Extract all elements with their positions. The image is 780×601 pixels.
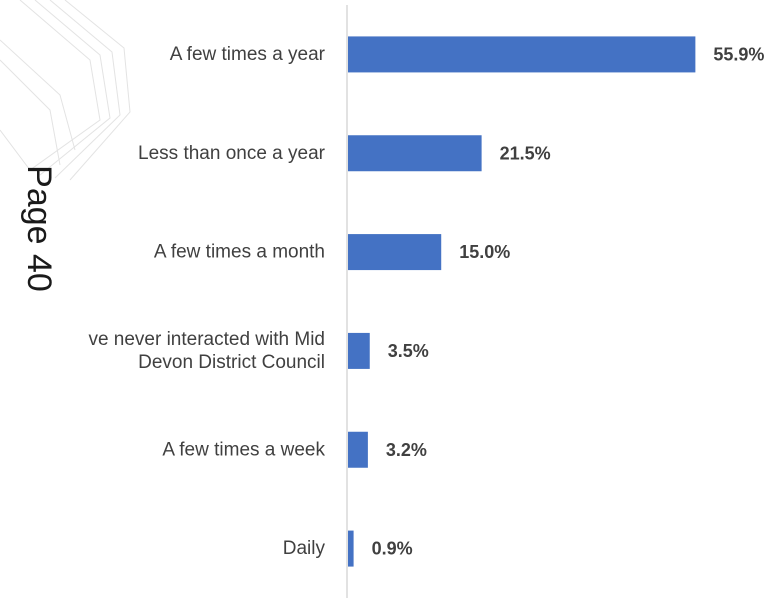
category-label: ve never interacted with Mid [88, 329, 325, 350]
category-label: Daily [283, 538, 326, 559]
value-label: 21.5% [500, 143, 551, 163]
bar [348, 36, 696, 73]
value-label: 0.9% [372, 539, 413, 559]
value-label: 3.2% [386, 440, 427, 460]
value-label: 15.0% [459, 242, 510, 262]
value-label: 3.5% [388, 341, 429, 361]
bar [348, 530, 354, 567]
bar [348, 234, 442, 271]
category-label: A few times a year [170, 44, 326, 65]
category-labels: A few times a year Less than once a year A… [88, 44, 325, 559]
bars [348, 36, 696, 567]
bar [348, 332, 370, 369]
category-label: A few times a week [162, 439, 325, 460]
bar [348, 431, 368, 468]
bar [348, 135, 482, 172]
value-labels: 55.9% 21.5% 15.0% 3.5% 3.2% 0.9% [372, 44, 765, 558]
category-label: Less than once a year [138, 143, 326, 164]
category-label: Devon District Council [138, 352, 325, 373]
background-decoration [0, 0, 131, 181]
category-label: A few times a month [154, 242, 325, 263]
value-label: 55.9% [713, 44, 764, 64]
